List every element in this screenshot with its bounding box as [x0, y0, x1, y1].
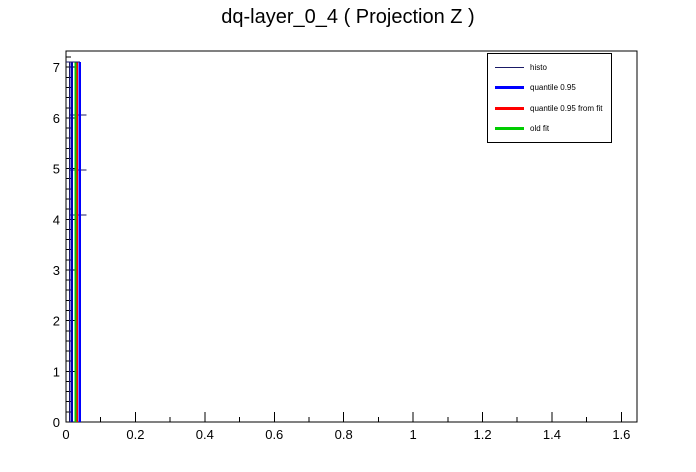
legend-item-label: histo [530, 62, 547, 72]
x-axis-tick-label: 1.6 [612, 427, 630, 442]
plot-frame [65, 50, 638, 423]
x-axis-tick-label: 1 [409, 427, 416, 442]
legend-item-label: old fit [530, 124, 550, 134]
x-axis-tick-label: 0.4 [196, 427, 214, 442]
x-axis-tick-label: 1.2 [473, 427, 491, 442]
y-axis-tick-label: 0 [53, 415, 60, 430]
y-axis-tick-label: 5 [53, 162, 60, 177]
y-axis-tick-label: 3 [53, 263, 60, 278]
y-axis-tick-label: 1 [53, 364, 60, 379]
legend-item: quantile 0.95 [488, 78, 611, 98]
x-axis-tick-label: 0.2 [126, 427, 144, 442]
legend-item: old fit [488, 119, 611, 139]
y-axis-tick-label: 4 [53, 212, 60, 227]
legend-item-label: quantile 0.95 from fit [530, 103, 603, 113]
y-axis-tick-label: 7 [53, 60, 60, 75]
legend-item-label: quantile 0.95 [530, 83, 576, 93]
legend-item: quantile 0.95 from fit [488, 98, 611, 118]
x-axis-tick-label: 0.8 [335, 427, 353, 442]
legend-line-sample [495, 106, 524, 110]
y-axis-tick-label: 2 [53, 314, 60, 329]
y-axis-tick-label: 6 [53, 111, 60, 126]
legend-item: histo [488, 57, 611, 77]
x-axis-tick-label: 0 [62, 427, 69, 442]
legend-line-sample [495, 127, 524, 131]
x-axis-tick-label: 0.6 [265, 427, 283, 442]
legend-line-sample [495, 86, 524, 90]
legend-box: histo quantile 0.95 quantile 0.95 from fit… [487, 53, 612, 143]
legend-line-sample [495, 66, 524, 68]
chart-title: dq-layer_0_4 ( Projection Z ) [221, 6, 475, 28]
x-axis-tick-label: 1.4 [543, 427, 561, 442]
